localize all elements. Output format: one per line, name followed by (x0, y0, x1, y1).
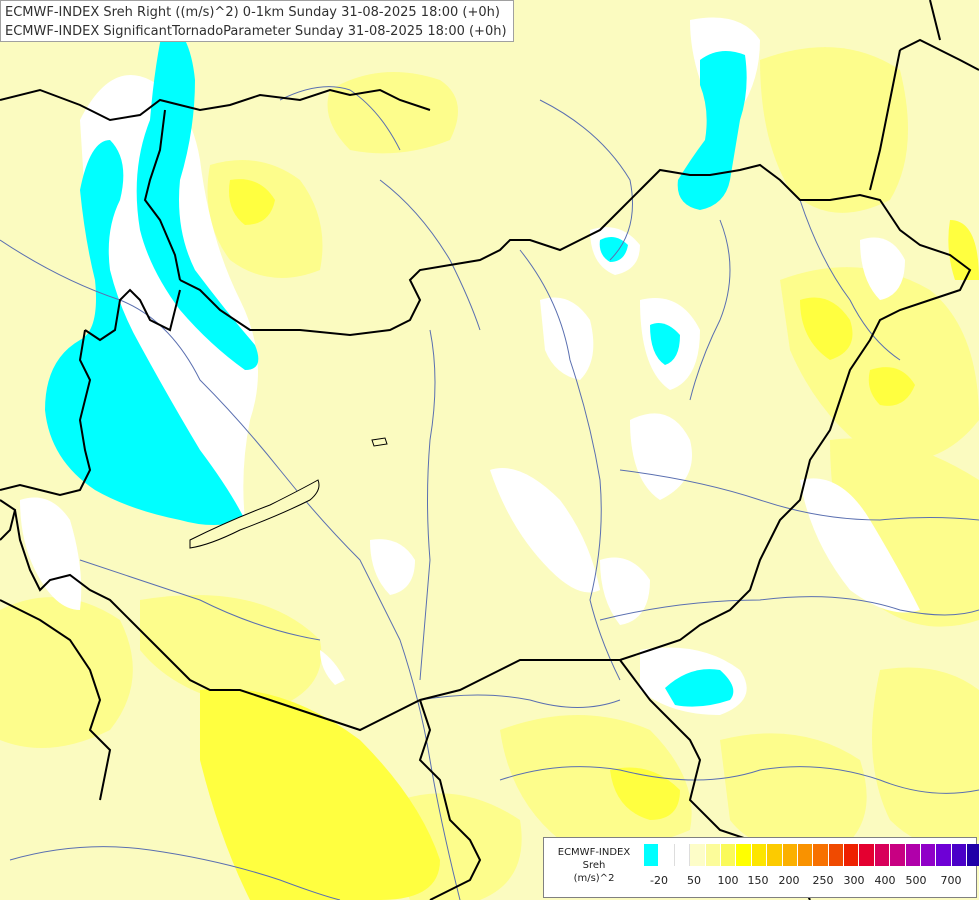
legend-title-line2: Sreh (582, 860, 606, 871)
legend-swatch (705, 844, 721, 866)
legend-swatch (720, 844, 737, 866)
legend-tick-label: 500 (905, 874, 927, 887)
header-line-sreh: ECMWF-INDEX Sreh Right ((m/s)^2) 0-1km S… (5, 5, 500, 20)
color-legend: ECMWF-INDEX Sreh (m/s)^2 -20 50 100 150 200 2… (543, 837, 979, 898)
legend-swatch (890, 844, 906, 866)
legend-swatch (874, 844, 891, 866)
rivers (0, 86, 979, 900)
legend-tick-label: 250 (812, 874, 834, 887)
legend-swatch (859, 844, 875, 866)
legend-swatch (951, 844, 968, 866)
legend-swatch (797, 844, 814, 866)
legend-swatch (782, 844, 798, 866)
legend-swatch (751, 844, 768, 866)
legend-ticks: -20 50 100 150 200 250 300 400 500 700 (644, 874, 974, 888)
legend-title: ECMWF-INDEX Sreh (m/s)^2 (548, 846, 640, 885)
legend-title-line3: (m/s)^2 (573, 873, 615, 884)
legend-tick-label: 300 (843, 874, 865, 887)
legend-swatch (905, 844, 922, 866)
legend-swatch (736, 844, 752, 866)
small-lake-outline (371, 437, 388, 447)
legend-tick-label: 700 (940, 874, 962, 887)
legend-tick-label: 400 (874, 874, 896, 887)
legend-swatch (844, 844, 860, 866)
legend-tick-label: 100 (717, 874, 739, 887)
map-header: ECMWF-INDEX Sreh Right ((m/s)^2) 0-1km S… (0, 0, 514, 42)
legend-swatches (644, 844, 979, 866)
legend-swatch (967, 844, 979, 866)
legend-swatch (813, 844, 829, 866)
field-yellow (200, 179, 979, 900)
legend-swatch (828, 844, 845, 866)
legend-tick-label: 150 (747, 874, 769, 887)
header-line-stp: ECMWF-INDEX SignificantTornadoParameter … (5, 24, 507, 39)
field-cyan (45, 20, 747, 707)
legend-tick-label: 200 (778, 874, 800, 887)
legend-tick-label: 50 (687, 874, 701, 887)
legend-swatch (644, 844, 660, 866)
legend-swatch (674, 844, 691, 866)
legend-swatch (767, 844, 783, 866)
lake-outline (189, 479, 320, 549)
legend-swatch (936, 844, 952, 866)
legend-swatch (921, 844, 937, 866)
legend-swatch (659, 844, 675, 866)
legend-title-line1: ECMWF-INDEX (557, 847, 631, 858)
legend-tick-label: -20 (650, 874, 668, 887)
legend-swatch (690, 844, 706, 866)
